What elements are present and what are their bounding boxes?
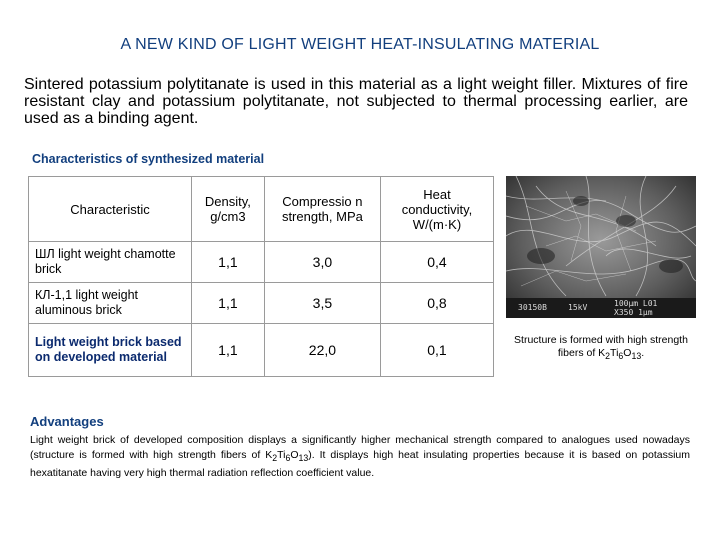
- header-strength: Compressio n strength, MPa: [263, 176, 381, 242]
- advantages-paragraph: Light weight brick of developed composit…: [30, 434, 690, 480]
- table-row: Light weight brick based on developed ma…: [28, 323, 495, 377]
- table-row: КЛ-1,1 light weight aluminous brick 1,1 …: [28, 282, 495, 324]
- scale-label-right-top: 100μm L01: [614, 299, 658, 308]
- row-conductivity: 0,4: [379, 241, 495, 283]
- advantages-heading: Advantages: [30, 414, 104, 429]
- micrograph-scale-bar: 30150B 15kV 100μm L01 X350 1μm: [506, 298, 696, 318]
- intro-paragraph: Sintered potassium polytitanate is used …: [24, 76, 688, 127]
- row-strength: 22,0: [263, 323, 381, 377]
- row-density: 1,1: [191, 241, 265, 283]
- table-row: ШЛ light weight chamotte brick 1,1 3,0 0…: [28, 241, 495, 283]
- page-title: A NEW KIND OF LIGHT WEIGHT HEAT-INSULATI…: [120, 36, 600, 53]
- table-header-row: Characteristic Density, g/cm3 Compressio…: [28, 176, 495, 242]
- sem-micrograph: 30150B 15kV 100μm L01 X350 1μm: [506, 176, 696, 318]
- row-name: ШЛ light weight chamotte brick: [28, 241, 192, 283]
- row-name: Light weight brick based on developed ma…: [28, 323, 192, 377]
- scale-label-right-bottom: X350 1μm: [614, 308, 653, 317]
- row-strength: 3,5: [263, 282, 381, 324]
- scale-label-mid: 15kV: [568, 303, 588, 312]
- header-characteristic: Characteristic: [28, 176, 192, 242]
- row-density: 1,1: [191, 282, 265, 324]
- row-conductivity: 0,8: [379, 282, 495, 324]
- header-conductivity: Heat conductivity, W/(m·K): [379, 176, 495, 242]
- row-name: КЛ-1,1 light weight aluminous brick: [28, 282, 192, 324]
- micrograph-fibers-image: [506, 176, 696, 318]
- micrograph-caption: Structure is formed with high strength f…: [514, 334, 688, 362]
- characteristics-table: Characteristic Density, g/cm3 Compressio…: [28, 176, 495, 377]
- scale-label-left: 30150B: [518, 303, 547, 312]
- row-strength: 3,0: [263, 241, 381, 283]
- row-density: 1,1: [191, 323, 265, 377]
- row-conductivity: 0,1: [379, 323, 495, 377]
- header-density: Density, g/cm3: [191, 176, 265, 242]
- table-title: Characteristics of synthesized material: [32, 152, 265, 166]
